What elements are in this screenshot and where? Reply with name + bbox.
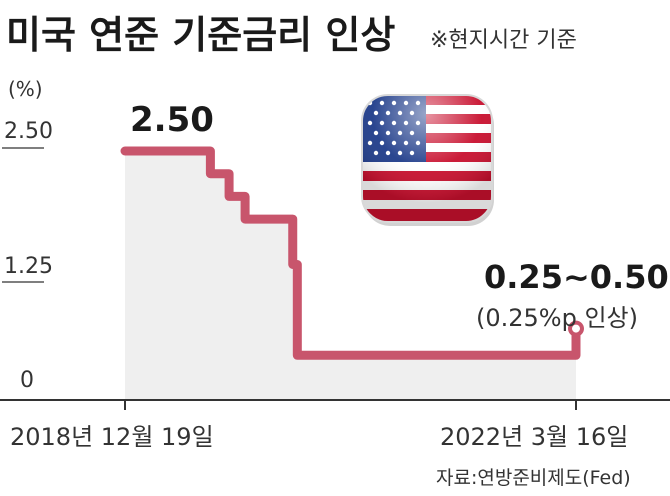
chart-title: 미국 연준 기준금리 인상 bbox=[6, 13, 395, 57]
x-label-start: 2018년 12월 19일 bbox=[10, 423, 214, 451]
y-tick-0: 0 bbox=[20, 368, 34, 393]
area-fill bbox=[125, 151, 576, 400]
series-line bbox=[120, 146, 581, 360]
chart-subtitle: ※현지시간 기준 bbox=[430, 28, 577, 53]
source-label: 자료:연방준비제도(Fed) bbox=[436, 467, 631, 489]
us-flag-icon bbox=[361, 94, 494, 226]
end-value-note: (0.25%p 인상) bbox=[476, 304, 638, 332]
x-label-end: 2022년 3월 16일 bbox=[440, 423, 628, 451]
end-point-marker bbox=[568, 320, 584, 337]
end-value-label: 0.25~0.50 bbox=[484, 258, 669, 296]
peak-value-label: 2.50 bbox=[130, 100, 214, 140]
y-unit-label: (%) bbox=[8, 77, 43, 101]
y-tick-2-50: 2.50 bbox=[4, 119, 53, 144]
y-tick-1-25: 1.25 bbox=[4, 254, 53, 279]
